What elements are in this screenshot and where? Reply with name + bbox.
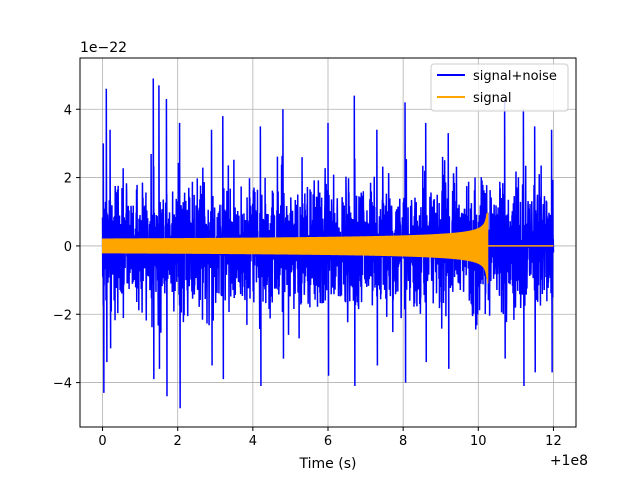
y-tick-label-0: −4 (53, 377, 72, 392)
legend-box (430, 63, 569, 112)
legend-label-signal: signal (473, 91, 511, 106)
y-tick-label-3: 2 (64, 172, 72, 187)
x-tick-label-0: 0 (98, 434, 106, 449)
y-tick-label-1: −2 (53, 308, 72, 323)
x-tick-label-5: 10 (470, 434, 487, 449)
y-tick-label-2: 0 (64, 240, 72, 255)
series-signal-envelope (101, 212, 489, 284)
y-scale-label: 1e−22 (80, 40, 127, 56)
y-tick-label-4: 4 (64, 103, 72, 118)
legend-label-signal-noise: signal+noise (473, 69, 557, 84)
x-tick-label-4: 8 (399, 434, 407, 449)
x-tick-label-2: 4 (249, 434, 257, 449)
plot-layer (101, 78, 555, 409)
x-tick-label-6: 12 (545, 434, 562, 449)
x-tick-label-3: 6 (324, 434, 332, 449)
x-axis-label: Time (s) (299, 456, 357, 472)
legend: signal+noise signal (430, 63, 569, 112)
x-tick-label-1: 2 (174, 434, 182, 449)
x-offset-label: +1e8 (550, 453, 588, 469)
tick-layer: 0 2 4 6 8 10 12 −4 −2 0 2 4 (53, 103, 562, 449)
